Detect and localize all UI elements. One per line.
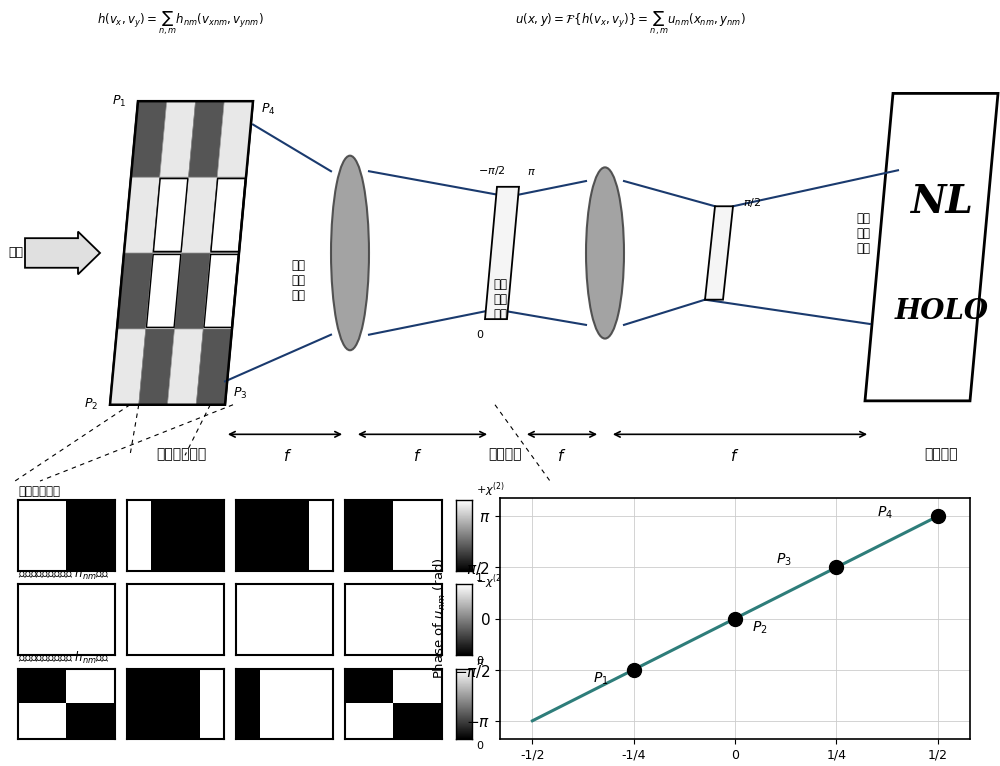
Polygon shape — [485, 187, 519, 319]
Text: $-\chi^{(2)}$: $-\chi^{(2)}$ — [476, 572, 505, 591]
Text: 四个基本单元产生的 $h_{nm}$的振: 四个基本单元产生的 $h_{nm}$的振 — [18, 566, 110, 582]
Text: $P_4$: $P_4$ — [877, 505, 893, 521]
Polygon shape — [117, 253, 153, 329]
Text: $-\pi/2$: $-\pi/2$ — [478, 165, 506, 178]
Text: 1: 1 — [476, 573, 483, 583]
Text: 二次
谐波
远场: 二次 谐波 远场 — [856, 212, 870, 255]
Text: 四个基本单元产生的 $h_{nm}$的相: 四个基本单元产生的 $h_{nm}$的相 — [18, 650, 110, 666]
Polygon shape — [160, 101, 196, 177]
Text: 二次
谐波
远场: 二次 谐波 远场 — [493, 278, 507, 321]
Polygon shape — [217, 101, 253, 177]
Polygon shape — [203, 253, 239, 329]
Text: 光学元件平面: 光学元件平面 — [156, 447, 207, 461]
Text: $f$: $f$ — [730, 448, 740, 464]
Text: $h(v_x,v_y)=\sum_{n,m}h_{nm}(v_{xnm},v_{ynm})$: $h(v_x,v_y)=\sum_{n,m}h_{nm}(v_{xnm},v_{… — [97, 10, 263, 37]
Ellipse shape — [586, 167, 624, 339]
Point — [626, 663, 642, 676]
Polygon shape — [146, 253, 182, 329]
Polygon shape — [211, 178, 245, 251]
Text: $P_3$: $P_3$ — [776, 552, 791, 568]
Text: $+\chi^{(2)}$: $+\chi^{(2)}$ — [476, 480, 505, 499]
Text: NL: NL — [910, 183, 973, 221]
Polygon shape — [705, 206, 733, 300]
Text: $\pi$: $\pi$ — [476, 657, 485, 667]
Text: $P_1$: $P_1$ — [112, 93, 126, 109]
Polygon shape — [131, 101, 167, 177]
Text: $P_1$: $P_1$ — [593, 670, 609, 687]
Polygon shape — [146, 254, 181, 327]
Text: $P_3$: $P_3$ — [244, 509, 258, 524]
Polygon shape — [168, 329, 203, 404]
Text: HOLO: HOLO — [895, 298, 989, 325]
Polygon shape — [865, 93, 998, 401]
Text: 四个基本单元: 四个基本单元 — [18, 485, 60, 498]
Text: $f$: $f$ — [283, 448, 292, 464]
Polygon shape — [204, 254, 238, 327]
Text: $\pi$: $\pi$ — [527, 168, 535, 178]
Point — [930, 510, 946, 522]
FancyArrow shape — [25, 231, 100, 274]
Text: $P_2$: $P_2$ — [752, 620, 767, 636]
Text: $P_4$: $P_4$ — [261, 101, 276, 116]
Text: $f$: $f$ — [413, 448, 422, 464]
Polygon shape — [153, 177, 188, 253]
Text: 成像平面: 成像平面 — [925, 447, 958, 461]
Text: 全息平面: 全息平面 — [488, 447, 522, 461]
Polygon shape — [139, 329, 175, 404]
Text: 基频: 基频 — [8, 247, 23, 260]
Text: $0$: $0$ — [476, 329, 484, 340]
Text: 0: 0 — [476, 656, 483, 666]
Polygon shape — [196, 329, 232, 404]
Polygon shape — [124, 177, 160, 253]
Polygon shape — [110, 329, 146, 404]
Text: $u(x,y)=\mathcal{F}\{h(v_x,v_y)\}=\sum_{n,m}u_{nm}(x_{nm},y_{nm})$: $u(x,y)=\mathcal{F}\{h(v_x,v_y)\}=\sum_{… — [515, 10, 745, 37]
Polygon shape — [210, 177, 246, 253]
Text: 0: 0 — [476, 741, 483, 751]
Text: $P_1$: $P_1$ — [26, 509, 40, 524]
Text: $f$: $f$ — [557, 448, 567, 464]
Text: $\pi/2$: $\pi/2$ — [743, 196, 761, 209]
Polygon shape — [182, 177, 217, 253]
Ellipse shape — [331, 155, 369, 350]
Polygon shape — [175, 253, 210, 329]
Text: $P_3$: $P_3$ — [233, 385, 247, 401]
Polygon shape — [110, 101, 253, 404]
Text: 二次
谐波
近场: 二次 谐波 近场 — [291, 259, 305, 302]
Point — [727, 613, 743, 625]
Y-axis label: Phase of $u_{nm}$ (rad): Phase of $u_{nm}$ (rad) — [432, 558, 448, 679]
Text: $P_2$: $P_2$ — [135, 509, 149, 524]
Polygon shape — [153, 178, 188, 251]
Text: $P_4$: $P_4$ — [353, 509, 367, 524]
Text: $P_2$: $P_2$ — [84, 398, 98, 412]
Polygon shape — [188, 101, 224, 177]
Point — [828, 561, 844, 574]
